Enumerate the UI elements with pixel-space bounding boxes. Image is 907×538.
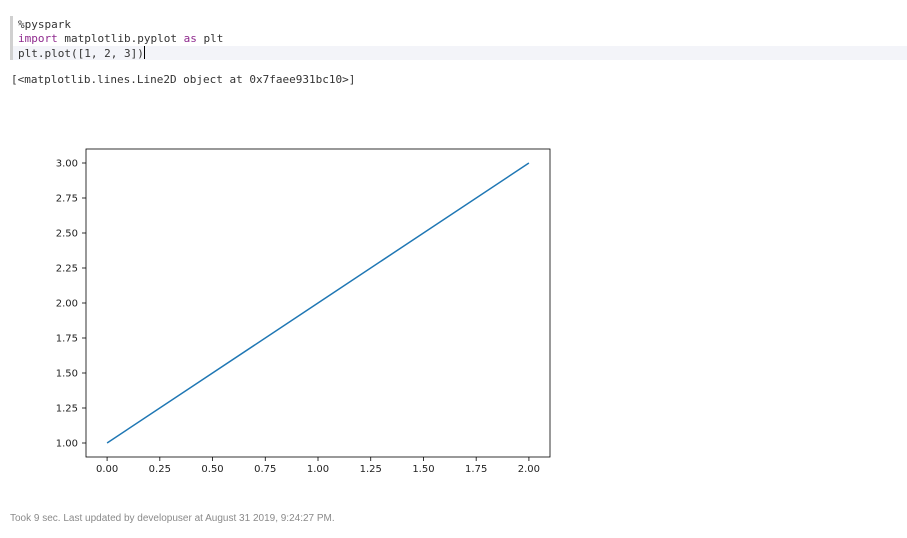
x-tick-label: 1.50 — [412, 464, 434, 475]
function-call: plt.plot( — [18, 47, 78, 60]
code-line-3-active: plt.plot([1, 2, 3]) — [13, 46, 907, 60]
x-tick-label: 0.75 — [254, 464, 276, 475]
x-tick-label: 1.00 — [307, 464, 329, 475]
text-cursor — [143, 46, 145, 59]
code-line-2: import matplotlib.pyplot as plt — [18, 32, 223, 46]
y-tick-label: 1.50 — [56, 369, 78, 380]
y-tick-label: 2.75 — [56, 194, 78, 205]
y-tick-label: 1.00 — [56, 439, 78, 450]
call-arguments: [1, 2, 3] — [77, 47, 138, 60]
x-tick-label: 0.00 — [96, 464, 118, 475]
code-line-1: %pyspark — [18, 18, 71, 32]
x-tick-label: 1.75 — [465, 464, 487, 475]
y-tick-label: 1.25 — [56, 404, 78, 415]
execution-status: Took 9 sec. Last updated by developuser … — [10, 513, 335, 524]
module-name: matplotlib.pyplot — [57, 32, 184, 45]
module-alias: plt — [196, 32, 224, 45]
x-tick-label: 1.25 — [360, 464, 382, 475]
y-tick-label: 2.00 — [56, 299, 78, 310]
keyword-as: as — [183, 32, 197, 45]
x-tick-label: 2.00 — [518, 464, 540, 475]
series-line — [106, 162, 530, 444]
y-tick-label: 2.50 — [56, 229, 78, 240]
x-tick-label: 0.50 — [201, 464, 223, 475]
call-close-paren: ) — [137, 47, 144, 60]
y-tick-label: 1.75 — [56, 334, 78, 345]
y-tick-label: 3.00 — [56, 159, 78, 170]
keyword-import: import — [18, 32, 58, 45]
interpreter-magic: %pyspark — [18, 18, 71, 31]
line-chart: 0.00 0.25 0.50 0.75 1.00 1.25 1.50 1.75 2.00 1.00… — [56, 148, 551, 475]
cell-output-text: [<matplotlib.lines.Line2D object at 0x7f… — [11, 73, 356, 86]
y-tick-label: 2.25 — [56, 264, 78, 275]
x-tick-label: 0.25 — [149, 464, 171, 475]
chart-container: 0.00 0.25 0.50 0.75 1.00 1.25 1.50 1.75 2.00 1.00… — [0, 130, 600, 480]
code-editor[interactable]: %pyspark import matplotlib.pyplot as plt… — [10, 16, 907, 60]
